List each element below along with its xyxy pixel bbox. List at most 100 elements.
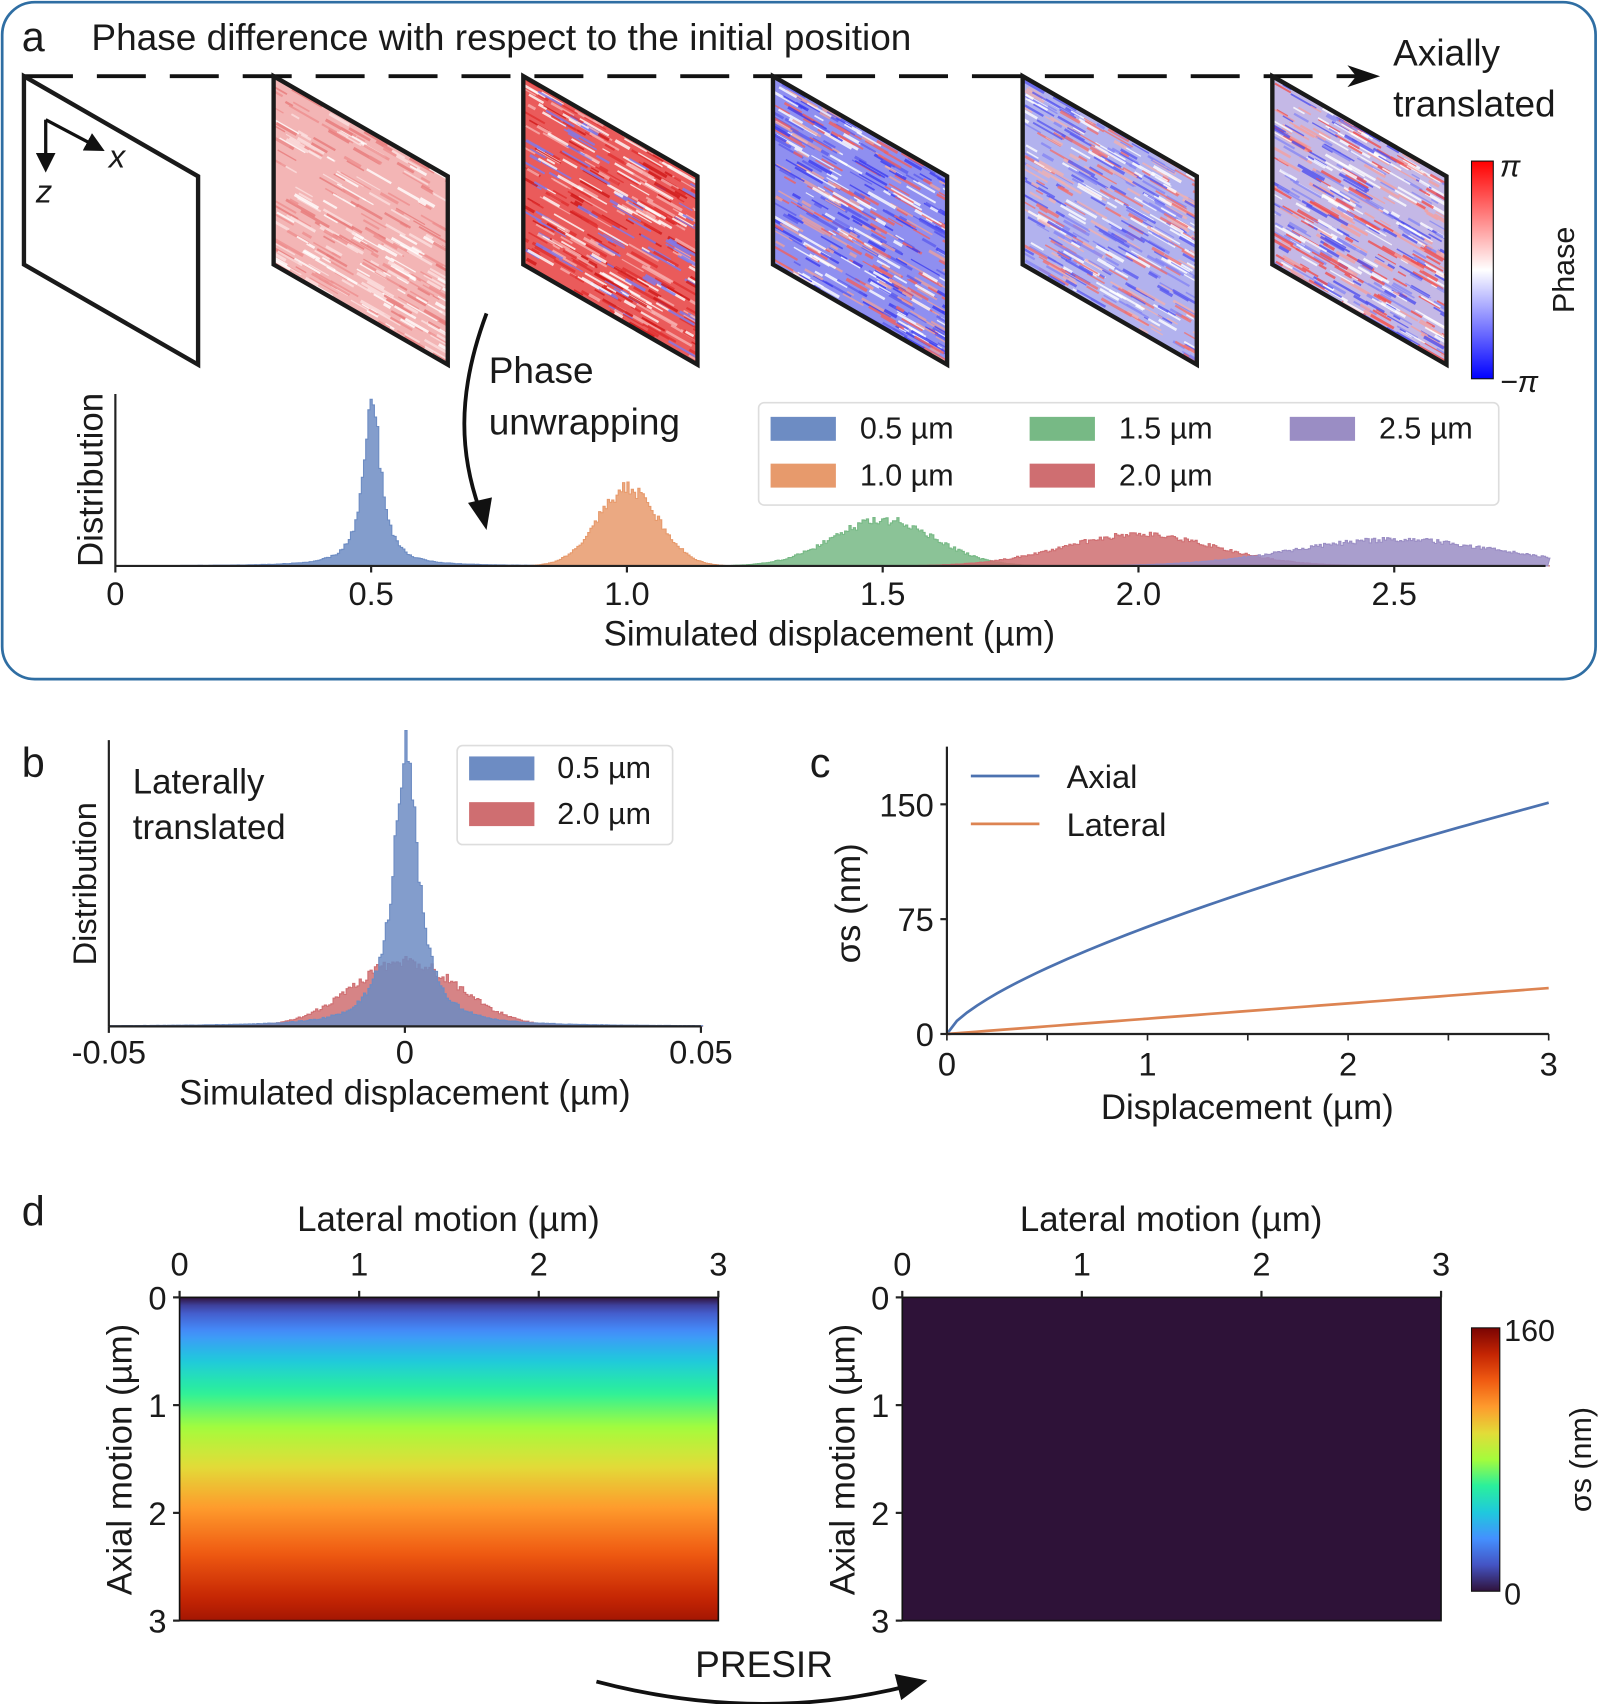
hist-a-tick-label: 1.5 [860, 575, 905, 612]
phase-plane-1 [271, 72, 450, 369]
line-c-xtick-label: 0 [938, 1045, 956, 1082]
legend-swatch [469, 802, 535, 827]
line-c-ylabel: σs (nm) [829, 843, 868, 963]
hist-a-tick-label: 2.0 [1116, 575, 1161, 612]
phase-colorbar-min: −π [1500, 365, 1539, 399]
arrowhead-icon [468, 497, 492, 531]
legend-label: 0.5 µm [557, 751, 651, 785]
hist-a-xlabel: Simulated displacement (µm) [604, 614, 1056, 653]
legend-swatch [469, 756, 535, 781]
translated-label: translated [1393, 83, 1556, 124]
heatmap-xtick-label: 3 [709, 1246, 727, 1283]
heatmap-xtick-label: 0 [893, 1246, 911, 1283]
heatmap-xtick-label: 0 [171, 1246, 189, 1283]
line-c-xlabel: Displacement (µm) [1101, 1088, 1394, 1127]
legend-label: Axial [1067, 758, 1138, 795]
heatmap-ylabel: Axial motion (µm) [101, 1324, 140, 1596]
legend-label: 1.5 µm [1119, 412, 1213, 446]
legend-swatch [1029, 416, 1095, 441]
unwrap-label-1: Phase [489, 350, 594, 391]
heatmap-ytick-label: 1 [148, 1387, 166, 1424]
heatmap-ytick-label: 3 [148, 1603, 166, 1640]
sigma-colorbar-min: 0 [1504, 1577, 1521, 1611]
line-c-ytick-label: 0 [916, 1016, 934, 1053]
axis-z-label: z [35, 172, 52, 209]
phase-colorbar [1470, 160, 1494, 380]
heatmap-ytick-label: 1 [871, 1387, 889, 1424]
hist-a-tick-label: 1.0 [604, 575, 649, 612]
phase-planes [21, 72, 1449, 369]
line-c-xtick-label: 2 [1339, 1045, 1357, 1082]
arrowhead-icon [894, 1673, 928, 1701]
hist-a-ylabel: Distribution [71, 393, 110, 567]
heatmap-right [901, 1296, 1442, 1622]
phase-unwrapping-arrow [462, 312, 489, 526]
heatmap-xtick-label: 2 [530, 1246, 548, 1283]
panel-a-label: a [22, 14, 45, 60]
legend-label: 0.5 µm [860, 412, 954, 446]
sigma-colorbar [1470, 1327, 1501, 1592]
heatmap-ytick-label: 3 [871, 1603, 889, 1640]
heatmap-xtick-label: 3 [1432, 1246, 1450, 1283]
sigma-colorbar-max: 160 [1504, 1314, 1555, 1348]
hist-b-annotation-2: translated [133, 808, 286, 847]
panel-a: a Phase difference with respect to the i… [0, 0, 1597, 681]
legend-swatch [1289, 416, 1356, 441]
axially-label: Axially [1393, 32, 1500, 73]
phase-plane-4 [1020, 72, 1199, 369]
phase-plane-3 [770, 72, 950, 369]
phase-colorbar-label: Phase [1547, 227, 1581, 313]
heatmap-ytick-label: 0 [148, 1279, 166, 1316]
phase-plane-0 [21, 72, 201, 369]
heatmap-ytick-label: 2 [148, 1495, 166, 1532]
hist-a-tick-label: 0 [106, 575, 124, 612]
legend-label: Lateral [1067, 806, 1167, 843]
legend-label: 2.0 µm [557, 797, 651, 831]
hist-b-annotation-1: Laterally [133, 762, 265, 801]
panel-a-title: Phase difference with respect to the ini… [91, 17, 911, 58]
hist-a-tick-label: 0.5 [348, 575, 393, 612]
heatmap-ytick-label: 0 [871, 1279, 889, 1316]
heatmap-left [178, 1296, 720, 1622]
hist-b-tick-label: 0.05 [669, 1033, 733, 1070]
hist-a-tick-label: 2.5 [1372, 575, 1417, 612]
line-lateral [946, 986, 1549, 1036]
panel-d-label: d [22, 1189, 45, 1235]
legend-label: 1.0 µm [860, 458, 954, 492]
xz-axes-icon [35, 118, 105, 173]
line-c-ytick-label: 75 [898, 901, 934, 938]
phase-plane-2 [521, 72, 700, 369]
heatmap-ytick-label: 2 [871, 1495, 889, 1532]
presir-label: PRESIR [695, 1644, 833, 1685]
axis-x-label: x [107, 138, 127, 175]
panel-a-frame [0, 0, 1597, 681]
line-c-xtick-label: 3 [1540, 1045, 1558, 1082]
legend-label: 2.5 µm [1379, 412, 1473, 446]
heatmap-xtick-label: 2 [1252, 1246, 1270, 1283]
legend-label: 2.0 µm [1119, 458, 1213, 492]
heatmap-xlabel: Lateral motion (µm) [1020, 1200, 1323, 1239]
panel-d: d 0 1 2 3 0 1 2 3 Lateral motion (µm) Axial motio… [22, 1189, 1598, 1704]
panel-b: b -0.05 0 0.05 Laterally translated Distri… [22, 730, 733, 1113]
panel-c: c 0 1 2 3 0 75 150 σs (nm) Displacement (µm) A… [810, 740, 1558, 1127]
hist-b-xlabel: Simulated displacement (µm) [179, 1074, 631, 1113]
line-axial [945, 801, 1550, 1035]
legend-swatch [1029, 463, 1095, 488]
hist-b-tick-label: 0 [396, 1033, 414, 1070]
legend-swatch [770, 416, 836, 441]
phase-colorbar-max: π [1500, 149, 1521, 183]
hist-b-ylabel: Distribution [66, 802, 103, 965]
arrowhead-icon [1347, 65, 1381, 88]
hist-b-series-1 [108, 730, 704, 1027]
heatmap-xtick-label: 1 [1073, 1246, 1091, 1283]
heatmap-xtick-label: 1 [350, 1246, 368, 1283]
heatmap-ylabel: Axial motion (µm) [823, 1324, 862, 1596]
legend-swatch [770, 463, 836, 488]
panel-b-label: b [22, 740, 45, 786]
panel-c-label: c [810, 740, 831, 786]
line-c-ytick-label: 150 [879, 786, 933, 823]
heatmap-xlabel: Lateral motion (µm) [297, 1200, 600, 1239]
line-c-xtick-label: 1 [1138, 1045, 1156, 1082]
